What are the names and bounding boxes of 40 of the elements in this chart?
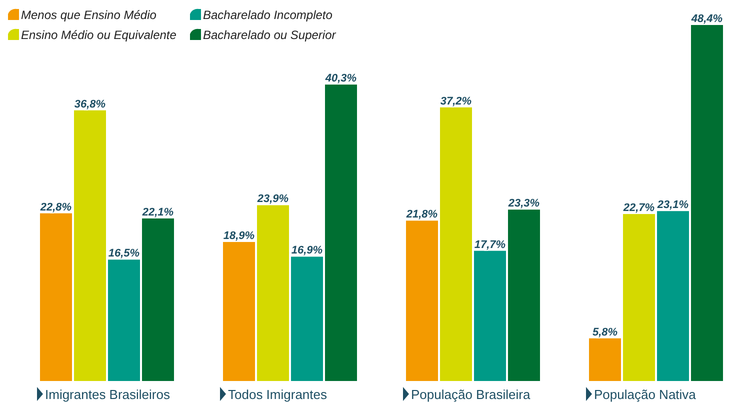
legend-label: Bacharelado ou Superior — [203, 28, 337, 42]
data-label: 16,5% — [108, 248, 140, 260]
data-label: 18,9% — [223, 230, 255, 242]
legend-label: Ensino Médio ou Equivalente — [21, 28, 177, 42]
data-label: 23,1% — [656, 199, 689, 212]
bar — [142, 218, 174, 381]
legend-label: Menos que Ensino Médio — [21, 8, 157, 22]
data-label: 5,8% — [592, 326, 618, 338]
bar — [406, 220, 438, 381]
bar — [40, 213, 72, 381]
data-label: 21,8% — [405, 208, 438, 221]
bar — [74, 110, 106, 381]
bar — [474, 250, 506, 381]
legend-label: Bacharelado Incompleto — [203, 8, 333, 22]
bar — [291, 256, 323, 381]
data-label: 37,2% — [440, 95, 472, 108]
data-label: 22,7% — [622, 202, 655, 214]
data-label: 40,3% — [324, 72, 357, 85]
data-label: 48,4% — [690, 13, 723, 25]
bar — [508, 210, 540, 381]
data-label: 16,9% — [291, 244, 323, 257]
bar — [325, 84, 357, 381]
data-label: 22,1% — [141, 206, 174, 218]
bar — [623, 214, 655, 381]
data-label: 22,8% — [39, 201, 72, 214]
bar — [589, 338, 621, 381]
bar — [108, 260, 140, 381]
bar — [657, 211, 689, 381]
data-label: 36,8% — [74, 98, 106, 110]
data-label: 17,7% — [474, 238, 506, 251]
x-tick-label: Todos Imigrantes — [228, 387, 328, 402]
data-label: 23,9% — [256, 193, 289, 206]
bar — [691, 25, 723, 381]
bar — [223, 242, 255, 381]
bar — [257, 205, 289, 381]
x-tick-label: População Brasileira — [411, 387, 532, 402]
bar — [440, 107, 472, 381]
data-label: 23,3% — [507, 198, 540, 210]
x-tick-label: Imigrantes Brasileiros — [45, 387, 170, 402]
x-tick-label: População Nativa — [594, 387, 697, 402]
